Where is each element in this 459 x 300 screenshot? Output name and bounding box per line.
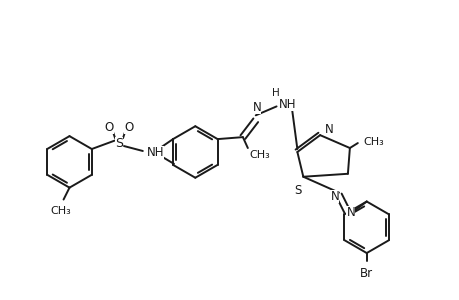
Text: O: O [104, 121, 113, 134]
Text: N: N [252, 101, 261, 114]
Text: N: N [346, 206, 354, 219]
Text: CH₃: CH₃ [50, 206, 71, 217]
Text: N: N [325, 123, 333, 136]
Text: H: H [271, 88, 279, 98]
Text: N: N [330, 190, 339, 203]
Text: NH: NH [278, 98, 296, 111]
Text: Br: Br [359, 267, 372, 280]
Text: S: S [115, 136, 123, 150]
Text: NH: NH [146, 146, 164, 160]
Text: O: O [124, 121, 133, 134]
Text: CH₃: CH₃ [249, 150, 270, 160]
Text: S: S [294, 184, 302, 197]
Text: CH₃: CH₃ [363, 137, 384, 147]
